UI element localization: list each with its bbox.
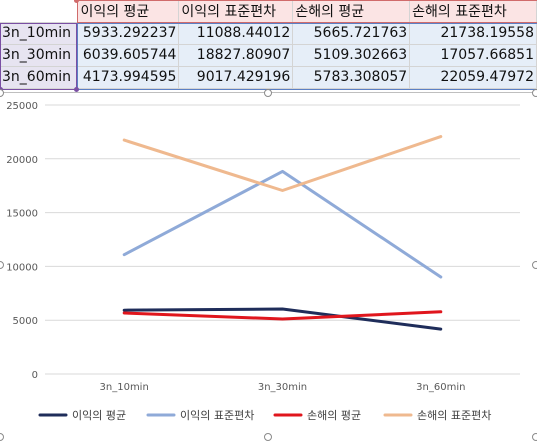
value-cell[interactable]: 17057.66851	[409, 44, 537, 67]
legend-label: 이익의 평균	[72, 409, 126, 422]
y-tick-label: 20000	[6, 155, 38, 166]
series-line	[122, 310, 443, 321]
range-resize-handle[interactable]	[74, 87, 79, 92]
value-cell[interactable]: 5665.721763	[292, 22, 411, 45]
table-row: 3n_30min 6039.605744 18827.80907 5109.30…	[0, 44, 537, 67]
y-tick-label: 10000	[6, 262, 38, 273]
row-label-cell[interactable]: 3n_30min	[0, 44, 79, 67]
chart-resize-handle[interactable]	[264, 433, 272, 441]
series-line	[122, 135, 443, 192]
series-line	[122, 307, 443, 331]
range-resize-handle[interactable]	[74, 0, 79, 3]
pivot-table: 이익의 평균 이익의 표준편차 손해의 평균 손해의 표준편차 3n_10min…	[0, 0, 537, 89]
x-tick-label: 3n_30min	[258, 382, 307, 393]
legend-label: 손해의 표준편차	[417, 408, 491, 422]
legend-label: 이익의 표준편차	[180, 409, 254, 422]
value-cell[interactable]: 5109.302663	[292, 44, 411, 67]
chart-resize-handle[interactable]	[264, 89, 272, 97]
table-row: 3n_60min 4173.994595 9017.429196 5783.30…	[0, 66, 537, 89]
legend-label: 손해의 평균	[307, 408, 361, 422]
row-label-cell[interactable]: 3n_10min	[0, 22, 79, 45]
y-tick-label: 15000	[6, 209, 38, 220]
chart-resize-handle[interactable]	[532, 261, 537, 269]
header-cell[interactable]: 이익의 표준편차	[178, 0, 294, 23]
value-cell[interactable]: 9017.429196	[178, 66, 294, 89]
header-cell[interactable]: 손해의 평균	[292, 0, 411, 23]
chart-resize-handle[interactable]	[532, 433, 537, 441]
x-tick-label: 3n_60min	[416, 382, 465, 393]
value-cell[interactable]: 22059.47972	[409, 66, 537, 89]
chart-resize-handle[interactable]	[532, 89, 537, 97]
header-cell[interactable]: 이익의 평균	[77, 0, 180, 23]
value-cell[interactable]: 5783.308057	[292, 66, 411, 89]
x-tick-label: 3n_10min	[100, 382, 149, 393]
line-chart[interactable]: 0 5000 10000 15000 20000 25000 3n_10min 3n_30mi…	[0, 89, 537, 441]
header-cell[interactable]: 손해의 표준편차	[409, 0, 537, 23]
value-cell[interactable]: 4173.994595	[77, 66, 180, 89]
table-row: 3n_10min 5933.292237 11088.44012 5665.72…	[0, 22, 537, 45]
value-cell[interactable]: 21738.19558	[409, 22, 537, 45]
y-tick-label: 25000	[6, 101, 38, 112]
chart-resize-handle[interactable]	[0, 433, 4, 441]
row-label-cell[interactable]: 3n_60min	[0, 66, 79, 89]
value-cell[interactable]: 11088.44012	[178, 22, 294, 45]
y-tick-label: 5000	[13, 316, 38, 327]
value-cell[interactable]: 18827.80907	[178, 44, 294, 67]
spreadsheet-grid: 이익의 평균 이익의 표준편차 손해의 평균 손해의 표준편차 3n_10min…	[0, 0, 537, 92]
corner-cell[interactable]	[0, 0, 79, 23]
header-row: 이익의 평균 이익의 표준편차 손해의 평균 손해의 표준편차	[0, 0, 537, 23]
value-cell[interactable]: 5933.292237	[77, 22, 180, 45]
value-cell[interactable]: 6039.605744	[77, 44, 180, 67]
y-tick-label: 0	[32, 370, 38, 381]
series-line	[122, 169, 443, 279]
chart-plot-area: 0 5000 10000 15000 20000 25000 3n_10min 3n_30mi…	[6, 101, 520, 422]
